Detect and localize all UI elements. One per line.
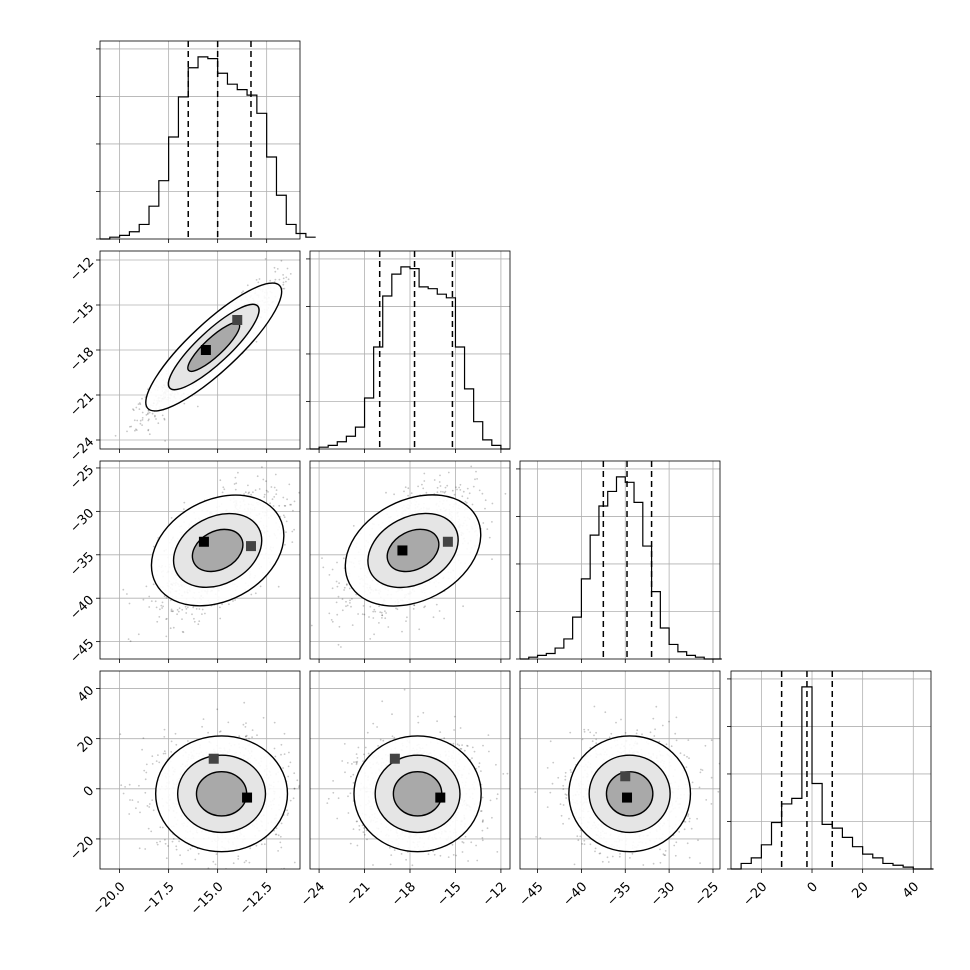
density-peak <box>245 541 256 552</box>
xtick-label: −35 <box>604 879 634 909</box>
histogram-step-1 <box>310 266 510 450</box>
ytick-label: −18 <box>67 345 97 375</box>
histogram-step-2 <box>520 476 722 660</box>
contour-level-2 <box>386 528 440 573</box>
xtick-label: −25 <box>692 879 722 909</box>
ytick-label: −35 <box>67 549 97 579</box>
ytick-label: −25 <box>67 463 97 493</box>
ytick-label: −24 <box>67 435 97 465</box>
density-peak <box>242 792 253 803</box>
ytick-label: −21 <box>67 390 97 420</box>
contour-level-2 <box>392 771 443 817</box>
xtick-label: −17.5 <box>139 879 178 918</box>
xtick-label: −18 <box>389 879 419 909</box>
ytick-label: 0 <box>81 783 97 799</box>
xtick-label: −12.5 <box>237 879 276 918</box>
xtick-label: −30 <box>648 879 678 909</box>
pair-frame <box>99 670 301 870</box>
density-peak <box>435 792 446 803</box>
density-peak <box>389 753 400 764</box>
hist-panel-2 <box>516 460 722 660</box>
xtick-label: −21 <box>344 879 374 909</box>
pair-panel-1-2 <box>309 460 511 660</box>
pair-panel-0-2 <box>99 460 301 660</box>
pair-frame <box>99 460 301 660</box>
ytick-label: −20 <box>67 834 97 864</box>
xtick-label: −24 <box>298 879 328 909</box>
ytick-label: 20 <box>75 733 97 755</box>
xtick-label: −15 <box>434 879 464 909</box>
density-peak <box>232 315 243 325</box>
ytick-label: −30 <box>67 506 97 536</box>
density-peak <box>620 771 631 782</box>
pair-panel-2-3 <box>519 670 721 870</box>
pair-panel-0-3 <box>99 670 301 870</box>
xtick-label: 20 <box>849 879 871 901</box>
pair-panel-0-1 <box>99 250 301 450</box>
hist-panel-0 <box>96 40 316 240</box>
density-peak <box>200 345 211 355</box>
xtick-label: −20.0 <box>90 879 129 918</box>
xtick-label: 0 <box>805 879 821 895</box>
xtick-label: −12 <box>480 879 510 909</box>
contour-level-2 <box>195 771 248 817</box>
histogram-step-0 <box>100 56 316 240</box>
xtick-label: −20 <box>740 879 770 909</box>
density-peak <box>397 545 408 556</box>
pair-frame <box>519 670 721 870</box>
xtick-label: −40 <box>560 879 590 909</box>
ytick-label: −45 <box>67 636 97 666</box>
ytick-label: −15 <box>67 300 97 330</box>
pair-panel-1-3 <box>309 670 511 870</box>
xtick-label: −15.0 <box>188 879 227 918</box>
hist-frame-3 <box>730 670 932 870</box>
ytick-label: −40 <box>67 593 97 623</box>
xtick-label: −45 <box>517 879 547 909</box>
density-peak <box>442 536 453 547</box>
hist-panel-1 <box>306 250 511 450</box>
xtick-label: 40 <box>900 879 922 901</box>
density-peak <box>198 536 209 547</box>
hist-frame-0 <box>99 40 301 240</box>
density-peak <box>208 753 219 764</box>
ytick-label: −12 <box>67 255 97 285</box>
density-peak <box>622 792 633 803</box>
hist-panel-3 <box>727 670 934 870</box>
ytick-label: 40 <box>75 683 97 705</box>
hist-frame-2 <box>519 460 721 660</box>
